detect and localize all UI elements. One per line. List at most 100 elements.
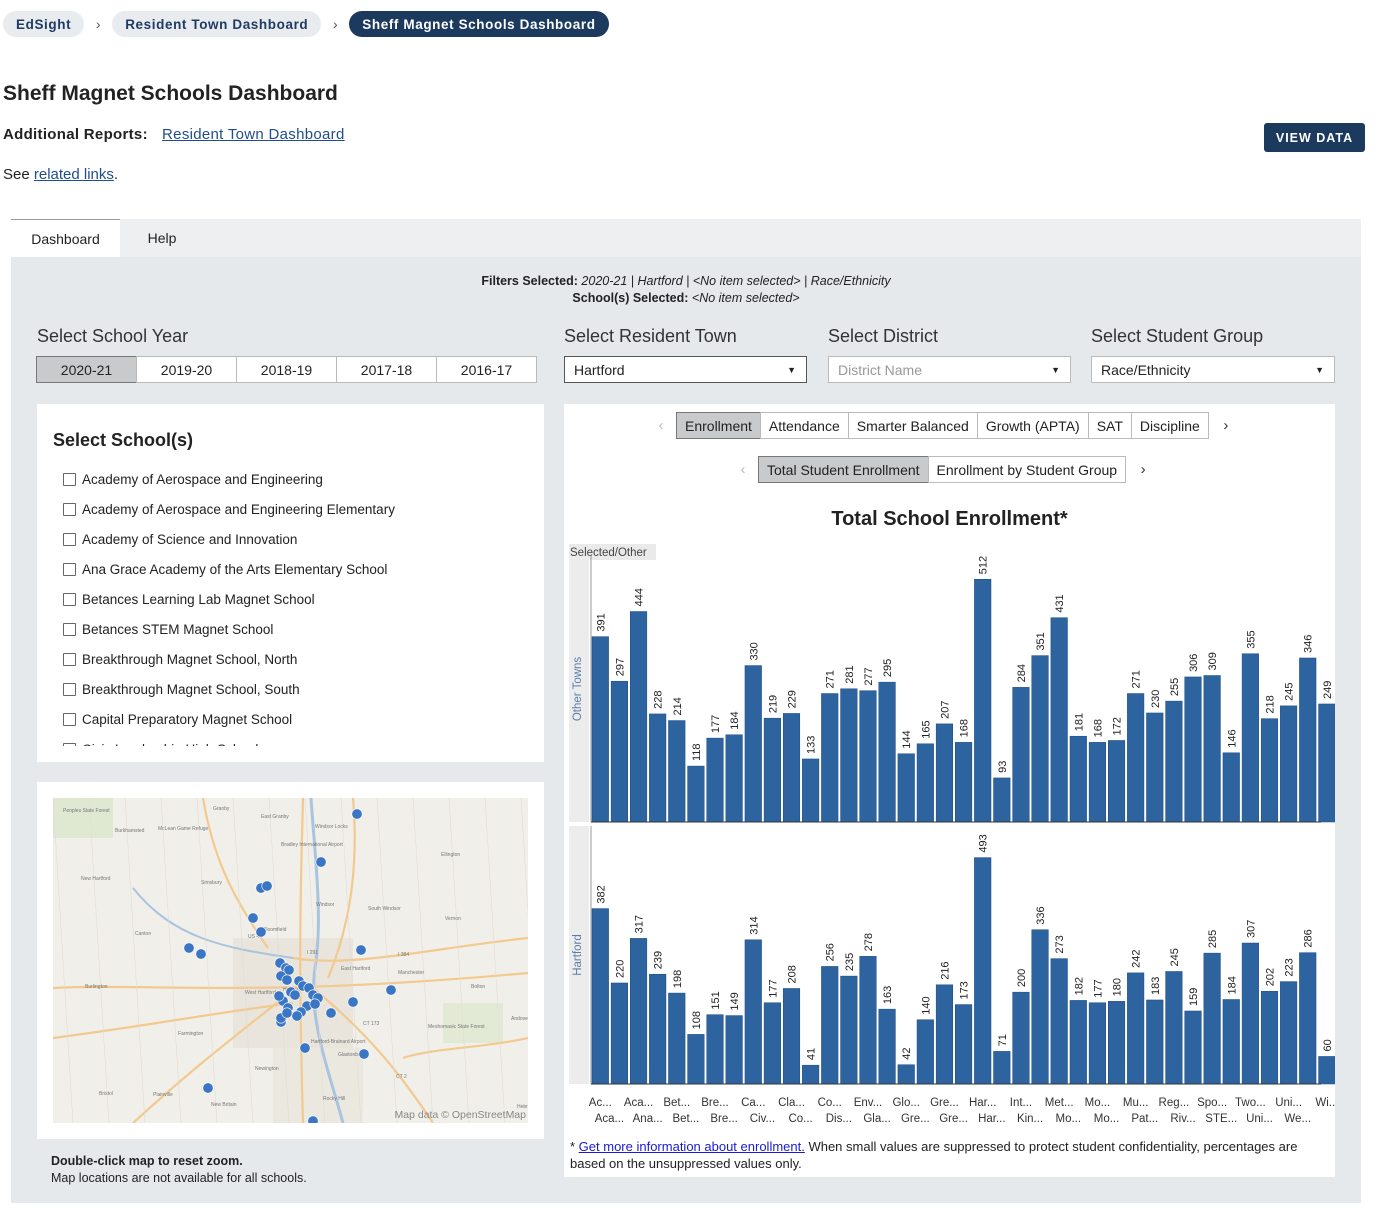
chart-bar[interactable] (725, 1015, 743, 1085)
tab-help[interactable]: Help (147, 230, 177, 246)
chart-bar[interactable] (802, 758, 820, 823)
school-checkbox-item[interactable]: Betances Learning Lab Magnet School (63, 584, 533, 614)
chart-bar[interactable] (1241, 653, 1259, 823)
chart-bar[interactable] (974, 857, 992, 1085)
chart-bar[interactable] (763, 1002, 781, 1085)
chart-bar[interactable] (916, 743, 934, 823)
chart-bar[interactable] (1031, 655, 1049, 823)
school-map-marker[interactable] (281, 1007, 293, 1019)
chart-bar[interactable] (1203, 952, 1221, 1085)
school-map-marker[interactable] (385, 984, 397, 996)
school-map-marker[interactable] (355, 944, 367, 956)
school-map-marker[interactable] (291, 1010, 303, 1022)
chart-bar[interactable] (897, 1064, 915, 1085)
chevron-right-icon[interactable]: › (1223, 417, 1229, 434)
chart-bar[interactable] (1012, 687, 1030, 823)
school-checkbox-item[interactable]: Breakthrough Magnet School, South (63, 674, 533, 704)
year-option-2018-19[interactable]: 2018-19 (236, 356, 337, 383)
checkbox[interactable] (63, 652, 76, 666)
chart-bar[interactable] (1050, 617, 1068, 823)
school-checkbox-item[interactable]: Capital Preparatory Magnet School (63, 704, 533, 734)
chart-bar[interactable] (629, 611, 648, 823)
chevron-left-icon[interactable]: ‹ (658, 417, 664, 434)
chart-bar[interactable] (1222, 752, 1240, 823)
chart-bar[interactable] (897, 753, 915, 823)
metric-tab-enrollment[interactable]: Enrollment (676, 412, 761, 439)
chart-bar[interactable] (840, 688, 858, 823)
sub-tab-total-enrollment[interactable]: Total Student Enrollment (758, 456, 929, 483)
chart-bar[interactable] (1069, 735, 1087, 823)
chart-bar[interactable] (955, 1004, 973, 1085)
chart-bar[interactable] (1184, 676, 1202, 823)
checkbox[interactable] (63, 592, 76, 606)
chart-bar[interactable] (1031, 929, 1049, 1085)
chart-bar[interactable] (1146, 999, 1164, 1085)
chart-bar[interactable] (1088, 1002, 1106, 1085)
chart-bar[interactable] (1222, 999, 1240, 1085)
student-group-select[interactable]: Race/Ethnicity ▼ (1091, 356, 1335, 383)
school-checkbox-item[interactable]: Ana Grace Academy of the Arts Elementary… (63, 554, 533, 584)
chart-bar[interactable] (687, 1034, 705, 1085)
resident-town-select[interactable]: Hartford ▼ (564, 356, 807, 383)
school-map-marker[interactable] (289, 989, 301, 1001)
school-checkbox-item[interactable]: Academy of Aerospace and Engineering Ele… (63, 494, 533, 524)
metric-tab-growth[interactable]: Growth (APTA) (976, 412, 1089, 439)
chart-bar[interactable] (935, 984, 954, 1085)
school-checkbox-item[interactable]: Academy of Aerospace and Engineering (63, 464, 533, 494)
chart-bar[interactable] (1203, 675, 1221, 823)
metric-tab-sat[interactable]: SAT (1087, 412, 1132, 439)
chart-bar[interactable] (1107, 740, 1126, 823)
year-option-2016-17[interactable]: 2016-17 (436, 356, 537, 383)
chart-bar[interactable] (993, 777, 1011, 823)
chart-bar[interactable] (1165, 700, 1183, 823)
related-links-link[interactable]: related links (33, 166, 114, 183)
metric-tab-attendance[interactable]: Attendance (759, 412, 849, 439)
chart-bar[interactable] (649, 713, 667, 823)
school-map-marker[interactable] (261, 880, 273, 892)
chart-bar[interactable] (859, 690, 877, 823)
chart-bar[interactable] (1318, 703, 1335, 823)
school-checkbox-item[interactable]: Breakthrough Magnet School, North (63, 644, 533, 674)
metric-tab-smarter-balanced[interactable]: Smarter Balanced (847, 412, 978, 439)
chart-bar[interactable] (955, 742, 973, 823)
chart-bar[interactable] (802, 1064, 820, 1085)
sub-tab-enrollment-by-group[interactable]: Enrollment by Student Group (927, 456, 1127, 483)
school-map-marker[interactable] (273, 990, 285, 1002)
chart-bar[interactable] (1012, 991, 1030, 1085)
school-map-marker[interactable] (358, 1048, 370, 1060)
school-map-marker[interactable] (315, 856, 327, 868)
checkbox[interactable] (63, 742, 76, 746)
resident-town-dashboard-link[interactable]: Resident Town Dashboard (162, 126, 345, 143)
chart-bar[interactable] (1146, 712, 1164, 823)
school-map[interactable]: Granby East Granby Windsor Locks Bradley In… (53, 798, 528, 1123)
checkbox[interactable] (63, 562, 76, 576)
chart-bar[interactable] (916, 1019, 934, 1085)
chart-bar[interactable] (668, 720, 686, 823)
chart-bar[interactable] (1318, 1056, 1335, 1085)
checkbox[interactable] (63, 502, 76, 516)
chart-bar[interactable] (725, 734, 743, 823)
school-checkbox-item[interactable]: Betances STEM Magnet School (63, 614, 533, 644)
chart-bar[interactable] (1069, 1000, 1087, 1085)
chevron-right-icon[interactable]: › (1140, 461, 1146, 478)
chart-bar[interactable] (1127, 972, 1145, 1085)
chart-bar[interactable] (974, 579, 992, 823)
year-option-2017-18[interactable]: 2017-18 (336, 356, 437, 383)
chart-bar[interactable] (821, 693, 839, 823)
year-option-2019-20[interactable]: 2019-20 (136, 356, 237, 383)
school-checkbox-item[interactable]: Civic Leadership High School (63, 734, 533, 746)
chart-bar[interactable] (840, 975, 858, 1085)
school-map-marker[interactable] (183, 942, 195, 954)
chevron-left-icon[interactable]: ‹ (740, 461, 746, 478)
tab-dashboard[interactable]: Dashboard (11, 219, 120, 257)
chart-bar[interactable] (993, 1051, 1011, 1085)
school-checkbox-item[interactable]: Academy of Science and Innovation (63, 524, 533, 554)
checkbox[interactable] (63, 622, 76, 636)
year-option-2020-21[interactable]: 2020-21 (36, 356, 137, 383)
school-map-marker[interactable] (247, 912, 259, 924)
chart-bar[interactable] (1260, 990, 1279, 1085)
chart-bar[interactable] (935, 723, 954, 823)
chart-bar[interactable] (859, 956, 877, 1085)
chart-bar[interactable] (610, 982, 628, 1085)
breadcrumb-resident-town[interactable]: Resident Town Dashboard (112, 11, 322, 37)
